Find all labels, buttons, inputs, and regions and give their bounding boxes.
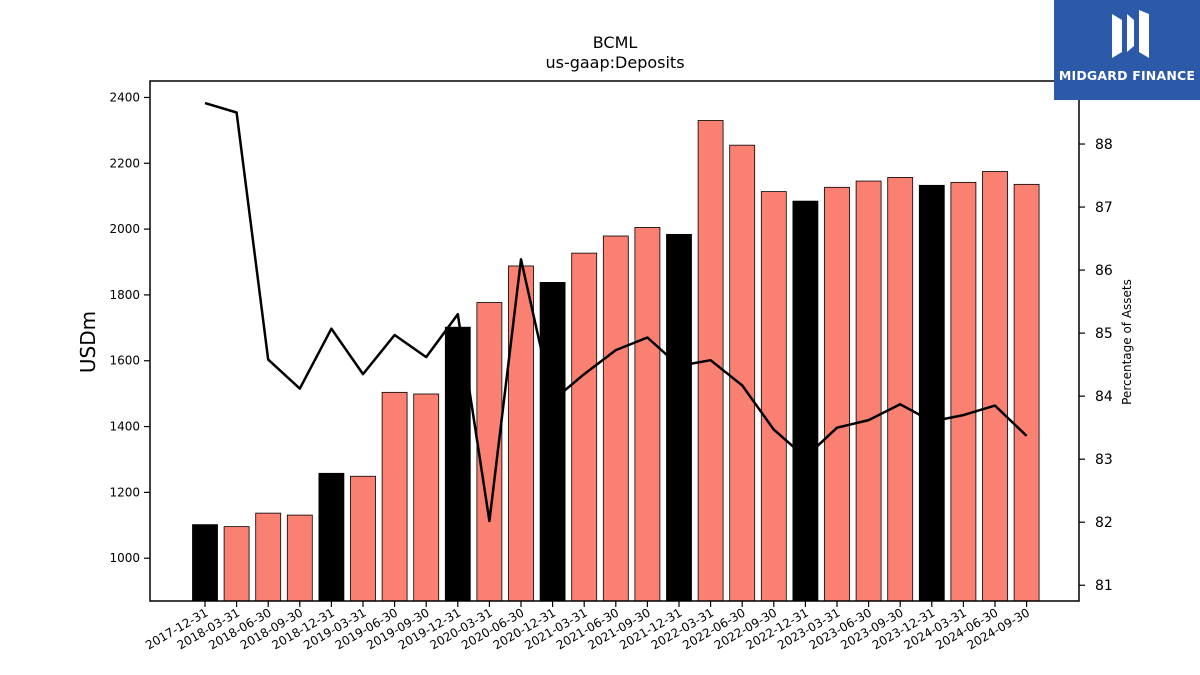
right-tick-label: 84 (1095, 389, 1113, 405)
x-axis: 2017-12-312018-03-312018-06-302018-09-30… (143, 601, 1032, 652)
bar-2022-12-31 (792, 200, 819, 602)
logo-text: MIDGARD FINANCE (1058, 68, 1196, 83)
bar-2023-09-30 (887, 177, 914, 602)
left-axis: 1000 1200 1400 1600 1800 2000 2200 2400 (109, 90, 150, 565)
midgard-logo-icon (1112, 10, 1149, 58)
bar-2024-03-31 (950, 181, 977, 602)
y-axis-label: USDm (76, 311, 100, 373)
y2-axis-label: Percentage of Assets (1120, 279, 1134, 405)
bar-2018-12-31 (318, 472, 345, 602)
bar-2023-03-31 (824, 186, 850, 602)
bar-2017-12-31 (192, 524, 218, 602)
left-tick-label: 1200 (109, 485, 140, 499)
bar-2021-09-30 (634, 227, 661, 602)
right-tick-label: 83 (1095, 452, 1113, 468)
chart-title: BCML (593, 33, 638, 52)
bar-2022-09-30 (760, 191, 787, 602)
bar-2019-09-30 (413, 393, 440, 602)
right-tick-label: 81 (1095, 578, 1113, 594)
bar-2020-12-31 (539, 282, 566, 602)
bar-2018-06-30 (255, 512, 282, 602)
bar-2024-09-30 (1013, 183, 1040, 602)
bar-2019-03-31 (350, 475, 376, 602)
left-tick-label: 2200 (109, 156, 140, 170)
right-tick-label: 86 (1095, 263, 1113, 279)
percentage-line (204, 101, 1028, 523)
right-tick-label: 87 (1095, 200, 1113, 216)
bar-2021-06-30 (602, 235, 629, 602)
left-tick-label: 2000 (109, 222, 140, 236)
right-tick-label: 88 (1095, 137, 1113, 153)
bar-2023-12-31 (918, 184, 945, 602)
bar-2024-06-30 (982, 171, 1008, 602)
bar-2018-03-31 (223, 526, 250, 602)
left-tick-label: 1800 (109, 288, 140, 302)
left-tick-label: 1400 (109, 420, 140, 434)
midgard-logo: MIDGARD FINANCE (1054, 0, 1200, 100)
bar-group (192, 120, 1040, 602)
bar-2020-06-30 (508, 265, 534, 602)
bar-2018-09-30 (286, 514, 313, 602)
bar-2021-03-31 (571, 252, 598, 602)
bar-2022-06-30 (729, 144, 756, 602)
chart-subtitle: us-gaap:Deposits (545, 53, 684, 72)
line-group (204, 101, 1028, 523)
left-tick-label: 2400 (109, 90, 140, 104)
right-tick-label: 82 (1095, 515, 1113, 531)
left-tick-label: 1600 (109, 354, 140, 368)
plot-frame (149, 80, 1080, 602)
bar-2023-06-30 (855, 180, 882, 602)
right-tick-label: 85 (1095, 326, 1113, 342)
left-tick-label: 1000 (109, 551, 140, 565)
right-axis: 81 82 83 84 85 86 87 88 (1079, 137, 1113, 594)
bar-2019-06-30 (381, 391, 408, 602)
bar-2021-12-31 (666, 233, 692, 602)
